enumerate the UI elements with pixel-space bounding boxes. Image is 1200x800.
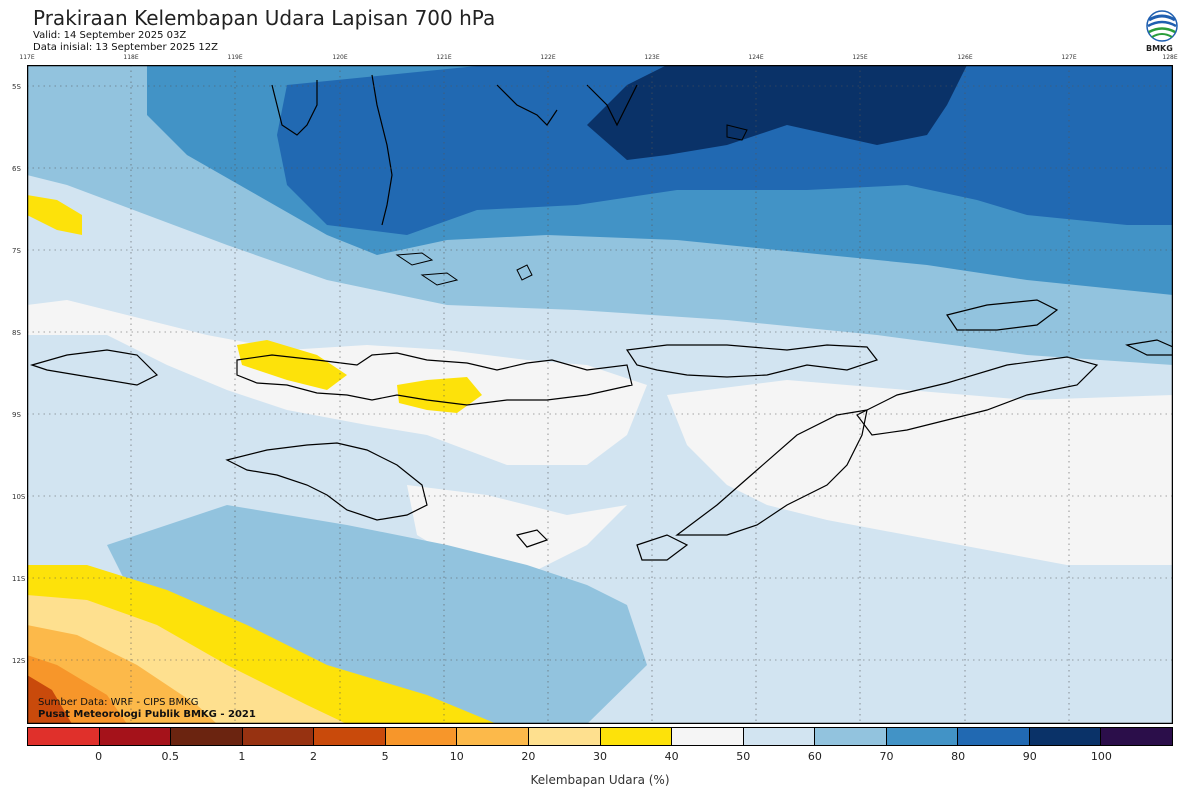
colorbar-swatch (815, 728, 887, 745)
longitude-axis: 117E 118E 119E 120E 121E 122E 123E 124E … (0, 54, 1200, 64)
colorbar-swatch (1101, 728, 1172, 745)
colorbar-label: 50 (736, 750, 751, 763)
colorbar-swatch (314, 728, 386, 745)
credit-organization: Pusat Meteorologi Publik BMKG - 2021 (38, 709, 256, 720)
colorbar-swatch (171, 728, 243, 745)
colorbar-label: 70 (879, 750, 894, 763)
colorbar-swatch (242, 728, 315, 745)
lon-tick: 121E (436, 54, 452, 61)
valid-time: Valid: 14 September 2025 03Z (33, 30, 187, 41)
colorbar-labels: 0 0.5 1 2 5 10 20 30 40 50 60 70 80 90 100 (27, 750, 1173, 764)
lat-tick: 11S (12, 575, 26, 583)
colorbar-swatch (457, 728, 529, 745)
colorbar-swatch (528, 728, 601, 745)
colorbar-label: 40 (664, 750, 679, 763)
lon-tick: 128E (1162, 54, 1178, 61)
lon-tick: 124E (748, 54, 764, 61)
lon-tick: 127E (1061, 54, 1077, 61)
lon-tick: 123E (644, 54, 660, 61)
lat-tick: 6S (12, 165, 21, 173)
colorbar-label: 1 (238, 750, 246, 763)
colorbar-label: 2 (310, 750, 317, 763)
colorbar-label: 80 (951, 750, 966, 763)
colorbar-label: 100 (1090, 750, 1112, 763)
lon-tick: 126E (957, 54, 973, 61)
lat-tick: 7S (12, 247, 21, 255)
colorbar-label: 90 (1022, 750, 1037, 763)
lat-tick: 9S (12, 411, 21, 419)
colorbar-swatch (743, 728, 816, 745)
colorbar-title: Kelembapan Udara (%) (530, 773, 670, 787)
lat-tick: 8S (12, 329, 21, 337)
colorbar-swatch (600, 728, 673, 745)
credit-source: Sumber Data: WRF - CIPS BMKG (38, 697, 199, 708)
colorbar-label: 30 (593, 750, 607, 763)
colorbar-swatch (99, 728, 172, 745)
colorbar-swatch (385, 728, 458, 745)
lon-tick: 117E (19, 54, 35, 61)
lat-tick: 12S (12, 657, 26, 665)
colorbar-label: 0 (95, 750, 103, 763)
bmkg-logo-icon (1146, 10, 1178, 42)
map-title: Prakiraan Kelembapan Udara Lapisan 700 h… (33, 6, 496, 30)
logo-label: BMKG (1146, 44, 1173, 53)
lon-tick: 120E (332, 54, 348, 61)
lat-tick: 5S (12, 83, 21, 91)
lon-tick: 119E (227, 54, 243, 61)
colorbar-label: 0.5 (161, 750, 180, 763)
colorbar-label: 10 (449, 750, 464, 763)
lat-tick: 10S (12, 493, 26, 501)
colorbar-swatch (28, 728, 100, 745)
colorbar-label: 5 (381, 750, 389, 763)
lon-tick: 122E (540, 54, 556, 61)
colorbar (27, 727, 1173, 746)
colorbar-swatch (886, 728, 959, 745)
colorbar-swatch (958, 728, 1030, 745)
colorbar-swatch (672, 728, 744, 745)
colorbar-label: 20 (521, 750, 536, 763)
colorbar-label: 60 (807, 750, 822, 763)
init-time: Data inisial: 13 September 2025 12Z (33, 42, 218, 53)
lon-tick: 125E (852, 54, 868, 61)
lon-tick: 118E (123, 54, 139, 61)
colorbar-swatch (1029, 728, 1102, 745)
humidity-map[interactable] (27, 65, 1173, 724)
